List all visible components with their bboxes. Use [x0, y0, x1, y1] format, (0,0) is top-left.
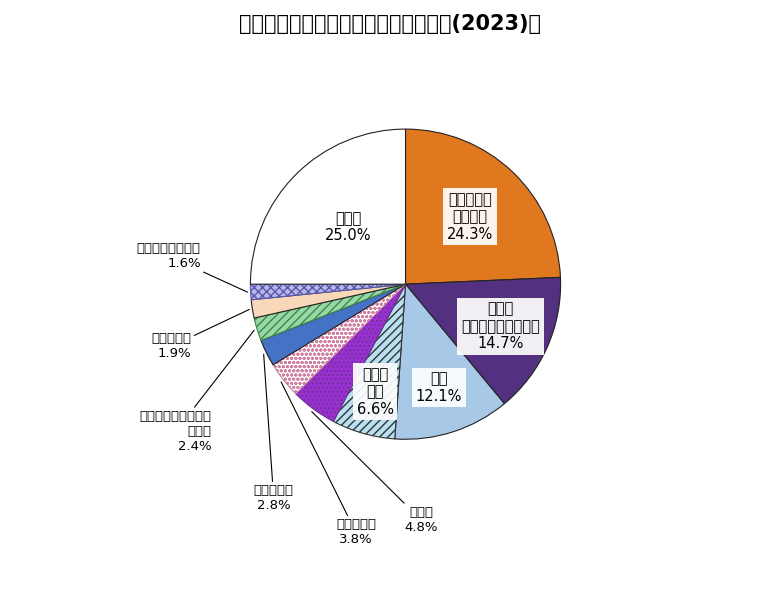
- Text: 誤嚥性肺炎
3.8%: 誤嚥性肺炎 3.8%: [281, 382, 376, 546]
- Wedge shape: [296, 284, 406, 422]
- Wedge shape: [251, 284, 406, 318]
- Text: アルツハイマー病
1.6%: アルツハイマー病 1.6%: [136, 243, 247, 292]
- Text: 肺　炎
4.8%: 肺 炎 4.8%: [312, 412, 438, 534]
- Text: 老衰
12.1%: 老衰 12.1%: [416, 371, 462, 404]
- Text: 脳血管
疾患
6.6%: 脳血管 疾患 6.6%: [356, 366, 394, 416]
- Wedge shape: [406, 278, 561, 404]
- Wedge shape: [333, 284, 406, 439]
- Text: 腎　不　全
1.9%: 腎 不 全 1.9%: [151, 310, 250, 360]
- Wedge shape: [254, 284, 406, 340]
- Wedge shape: [261, 284, 406, 365]
- Wedge shape: [250, 129, 406, 284]
- Text: 不慮の事故
2.8%: 不慮の事故 2.8%: [254, 354, 294, 512]
- Text: 悪性新生物
〈腫瘍〉
24.3%: 悪性新生物 〈腫瘍〉 24.3%: [447, 192, 493, 242]
- Wedge shape: [395, 284, 505, 439]
- Text: 図５　主な死因の構成割合（令和５年(2023)）: 図５ 主な死因の構成割合（令和５年(2023)）: [239, 14, 541, 34]
- Text: 心疾患
（高血圧性を除く）
14.7%: 心疾患 （高血圧性を除く） 14.7%: [461, 301, 540, 351]
- Text: 新型コロナウイルス
感染症
2.4%: 新型コロナウイルス 感染症 2.4%: [140, 330, 254, 453]
- Wedge shape: [273, 284, 406, 394]
- Wedge shape: [406, 129, 561, 284]
- Text: その他
25.0%: その他 25.0%: [325, 211, 372, 243]
- Wedge shape: [250, 284, 406, 299]
